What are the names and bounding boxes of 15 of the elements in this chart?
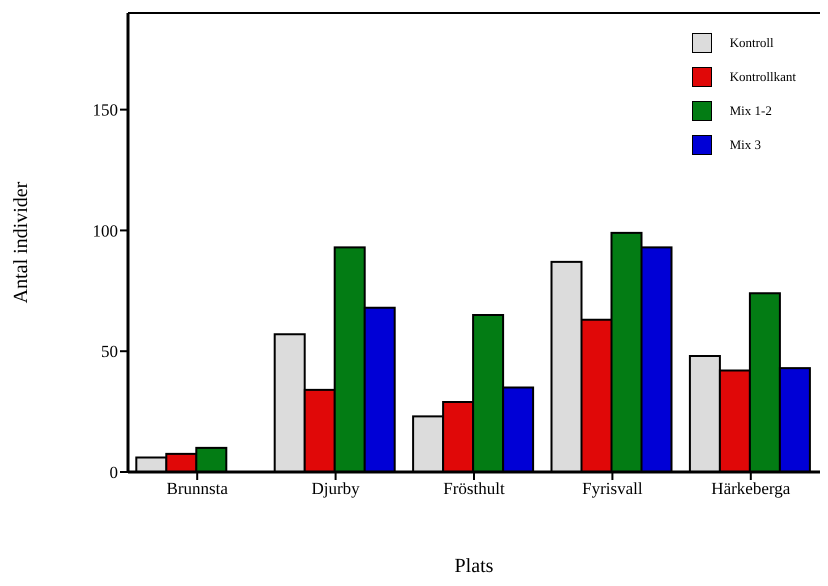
legend-label: Kontrollkant — [730, 69, 796, 85]
y-tick-label: 50 — [101, 342, 118, 362]
y-axis-title: Antal individer — [10, 181, 32, 304]
x-tick-label: Frösthult — [443, 479, 505, 498]
x-tick-label: Härkeberga — [711, 479, 791, 498]
x-tick-label: Djurby — [312, 479, 360, 498]
x-tick-label: Brunnsta — [166, 479, 228, 498]
x-tick-label: Fyrisvall — [582, 479, 643, 498]
y-tick-label: 0 — [110, 463, 118, 482]
x-axis-title: Plats — [454, 555, 494, 577]
legend-label: Mix 1-2 — [730, 103, 772, 119]
y-tick-label: 150 — [92, 100, 118, 120]
legend-label: Kontroll — [730, 35, 774, 51]
y-tick-label: 100 — [92, 221, 118, 240]
legend-label: Mix 3 — [730, 137, 761, 153]
